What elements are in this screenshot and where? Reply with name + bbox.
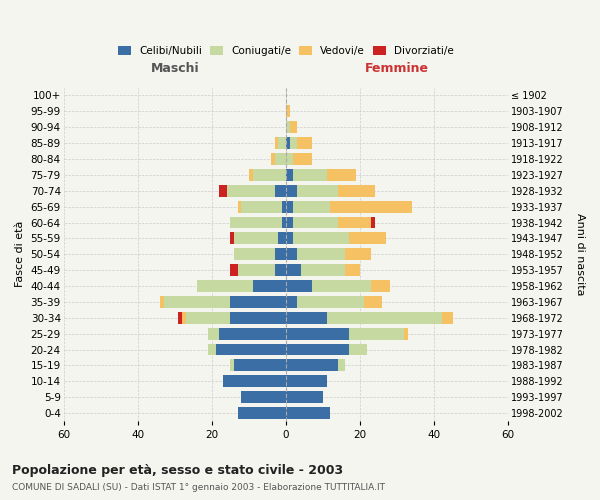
Bar xyxy=(215,344,286,355)
Bar xyxy=(275,185,286,196)
Text: COMUNE DI SADALI (SU) - Dati ISTAT 1° gennaio 2003 - Elaborazione TUTTITALIA.IT: COMUNE DI SADALI (SU) - Dati ISTAT 1° ge… xyxy=(12,482,385,492)
Bar xyxy=(219,328,286,340)
Bar xyxy=(297,137,312,149)
Bar xyxy=(286,169,293,181)
Legend: Celibi/Nubili, Coniugati/e, Vedovi/e, Divorziati/e: Celibi/Nubili, Coniugati/e, Vedovi/e, Di… xyxy=(115,42,457,59)
Bar xyxy=(275,248,286,260)
Bar xyxy=(286,280,312,292)
Bar xyxy=(249,169,253,181)
Bar xyxy=(404,328,408,340)
Bar xyxy=(241,200,282,212)
Bar xyxy=(197,280,253,292)
Bar xyxy=(371,216,375,228)
Bar xyxy=(227,185,275,196)
Bar xyxy=(253,280,286,292)
Bar xyxy=(286,153,293,165)
Bar xyxy=(286,312,326,324)
Bar xyxy=(293,169,326,181)
Bar xyxy=(286,122,290,133)
Bar xyxy=(230,360,234,372)
Bar xyxy=(238,200,241,212)
Bar xyxy=(238,407,286,419)
Bar xyxy=(278,232,286,244)
Bar xyxy=(286,376,326,387)
Bar xyxy=(442,312,452,324)
Bar xyxy=(178,312,182,324)
Bar xyxy=(338,216,371,228)
Bar xyxy=(293,153,312,165)
Text: Maschi: Maschi xyxy=(151,62,199,75)
Bar xyxy=(278,137,286,149)
Bar xyxy=(338,360,345,372)
Text: Femmine: Femmine xyxy=(365,62,429,75)
Bar xyxy=(297,185,338,196)
Bar xyxy=(230,296,286,308)
Bar xyxy=(293,200,331,212)
Bar xyxy=(290,122,297,133)
Bar xyxy=(286,296,297,308)
Bar xyxy=(286,137,290,149)
Bar xyxy=(286,248,297,260)
Bar xyxy=(286,328,349,340)
Bar xyxy=(223,376,286,387)
Bar xyxy=(286,407,331,419)
Bar xyxy=(364,296,382,308)
Text: Popolazione per età, sesso e stato civile - 2003: Popolazione per età, sesso e stato civil… xyxy=(12,464,343,477)
Bar xyxy=(338,185,375,196)
Bar xyxy=(164,296,230,308)
Bar xyxy=(312,280,371,292)
Bar xyxy=(234,232,278,244)
Bar xyxy=(230,216,282,228)
Bar xyxy=(253,169,286,181)
Bar xyxy=(230,312,286,324)
Bar xyxy=(286,360,338,372)
Bar xyxy=(275,137,278,149)
Bar xyxy=(286,391,323,403)
Bar xyxy=(331,200,412,212)
Bar xyxy=(349,232,386,244)
Bar xyxy=(286,200,293,212)
Bar xyxy=(160,296,164,308)
Bar xyxy=(326,312,442,324)
Bar xyxy=(230,264,238,276)
Bar xyxy=(349,344,367,355)
Bar xyxy=(282,200,286,212)
Bar xyxy=(182,312,186,324)
Bar xyxy=(286,185,297,196)
Bar xyxy=(238,264,275,276)
Bar xyxy=(293,216,338,228)
Bar xyxy=(275,153,286,165)
Bar xyxy=(286,264,301,276)
Bar xyxy=(349,328,404,340)
Bar xyxy=(297,248,345,260)
Bar xyxy=(345,248,371,260)
Bar xyxy=(282,216,286,228)
Bar xyxy=(286,344,349,355)
Bar xyxy=(286,216,293,228)
Bar xyxy=(230,232,234,244)
Bar xyxy=(371,280,389,292)
Bar xyxy=(271,153,275,165)
Bar xyxy=(208,344,215,355)
Y-axis label: Anni di nascita: Anni di nascita xyxy=(575,213,585,296)
Bar xyxy=(301,264,345,276)
Bar xyxy=(286,106,290,118)
Bar xyxy=(297,296,364,308)
Bar xyxy=(326,169,356,181)
Bar xyxy=(234,248,275,260)
Bar xyxy=(186,312,230,324)
Bar xyxy=(219,185,227,196)
Y-axis label: Fasce di età: Fasce di età xyxy=(15,221,25,288)
Bar xyxy=(234,360,286,372)
Bar xyxy=(290,137,297,149)
Bar xyxy=(208,328,219,340)
Bar xyxy=(286,232,293,244)
Bar xyxy=(293,232,349,244)
Bar xyxy=(275,264,286,276)
Bar xyxy=(345,264,360,276)
Bar xyxy=(241,391,286,403)
